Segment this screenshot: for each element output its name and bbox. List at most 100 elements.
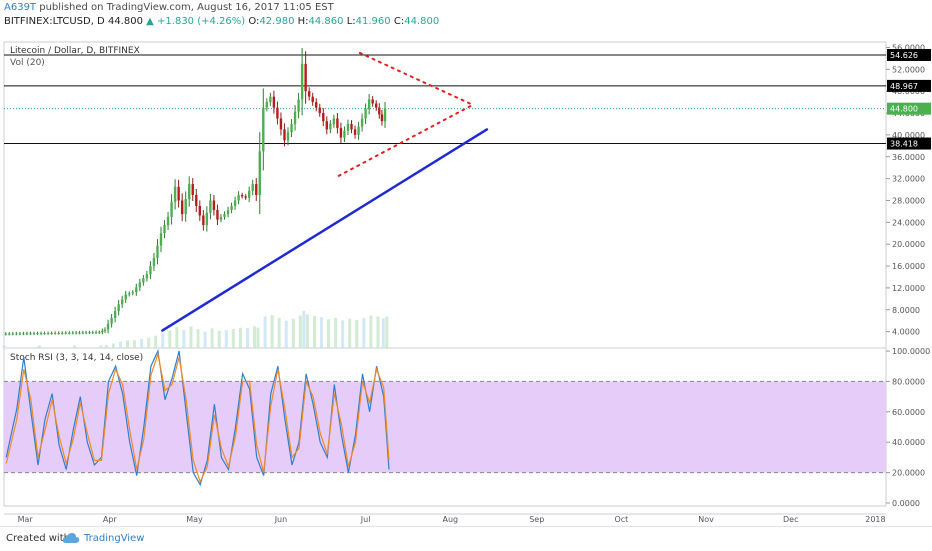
- stoch-d-line: [5, 351, 390, 484]
- volume-bar: [104, 344, 108, 348]
- candle-body: [293, 111, 297, 124]
- candle-body: [50, 333, 53, 335]
- candle-body: [290, 123, 293, 133]
- candle-body: [378, 107, 381, 115]
- volume-bar: [238, 327, 242, 348]
- x-tick-label: Jun: [274, 515, 288, 524]
- price-tick-label: 8.0000: [892, 306, 920, 315]
- candle-body: [346, 123, 350, 131]
- x-tick-label: Nov: [698, 515, 714, 524]
- x-tick-label: Dec: [783, 515, 798, 524]
- candle-body: [283, 129, 286, 141]
- chart-canvas[interactable]: 4.0000 8.0000 12.0000 16.0000 20.0000 24.0000…: [0, 36, 932, 526]
- stoch-tick-label: 100.0000: [892, 347, 930, 356]
- created-with-text: Created with: [6, 533, 70, 544]
- level-label-box: [887, 137, 931, 150]
- volume-bar: [381, 318, 385, 348]
- level-label-box: [887, 79, 931, 92]
- candle-body: [315, 102, 318, 108]
- price-tick-label: 12.0000: [892, 284, 925, 293]
- candle-body: [94, 332, 98, 334]
- candle-body: [110, 317, 113, 324]
- candle-body: [103, 329, 107, 331]
- volume-bar: [111, 343, 115, 348]
- candle-body: [357, 126, 360, 135]
- stoch-tick-label: 60.0000: [892, 408, 925, 417]
- tradingview-brand[interactable]: TradingView: [84, 533, 145, 544]
- candle-body: [380, 114, 384, 122]
- volume-bar: [147, 337, 151, 348]
- price-tick-label: 36.0000: [892, 153, 925, 162]
- candle-body: [180, 200, 184, 215]
- publish-info: A639T published on TradingView.com, Augu…: [4, 2, 334, 13]
- volume-bar: [355, 320, 359, 348]
- volume-bar: [161, 332, 165, 348]
- candle-body: [198, 205, 202, 216]
- price-pane-title: Litecoin / Dollar, D, BITFINEX: [10, 46, 140, 56]
- quote-line: BITFINEX:LTCUSD, D 44.800 ▲ +1.830 (+4.2…: [4, 16, 439, 27]
- candle-body: [91, 332, 94, 334]
- candle-body: [276, 107, 279, 119]
- candle-body: [43, 333, 46, 335]
- stoch-tick-label: 40.0000: [892, 438, 925, 447]
- x-tick-label: Apr: [103, 515, 118, 524]
- candle-body: [318, 107, 321, 114]
- candle-body: [117, 304, 120, 312]
- volume-bar: [291, 318, 295, 348]
- candle-body: [149, 266, 152, 275]
- tradingview-cloud-icon: [62, 533, 80, 543]
- price-tick-label: 24.0000: [892, 218, 925, 227]
- volume-bar: [270, 315, 274, 348]
- x-tick-label: Mar: [18, 515, 34, 524]
- candle-body: [170, 201, 173, 217]
- candle-body: [57, 332, 60, 334]
- candle-body: [71, 332, 74, 334]
- candle-body: [360, 118, 364, 127]
- volume-bar: [175, 326, 179, 348]
- high-value: 44.860: [308, 16, 344, 27]
- candle-body: [101, 330, 104, 333]
- volume-bar: [312, 315, 316, 348]
- candle-body: [120, 299, 124, 305]
- candle-body: [255, 184, 258, 195]
- volume-bar: [302, 310, 306, 348]
- candle-body: [230, 205, 233, 211]
- candle-body: [81, 332, 85, 334]
- stoch-tick-label: 20.0000: [892, 469, 925, 478]
- volume-bar: [182, 330, 186, 348]
- author-link[interactable]: A639T: [4, 2, 37, 13]
- candle-body: [8, 333, 11, 335]
- candle-body: [304, 63, 307, 92]
- candle-body: [188, 184, 191, 200]
- stoch-pane-title: Stoch RSI (3, 3, 14, 14, close): [10, 353, 143, 363]
- x-tick-label: Oct: [614, 515, 628, 524]
- candle-body: [205, 212, 209, 226]
- volume-indicator-label: Vol (20): [10, 58, 45, 68]
- candle-body: [209, 200, 212, 213]
- candle-body: [240, 195, 244, 197]
- close-label: C:: [393, 16, 405, 27]
- price-tick-label: 32.0000: [892, 175, 925, 184]
- candle-body: [350, 123, 353, 130]
- candle-body: [53, 332, 57, 334]
- volume-bar: [277, 317, 281, 348]
- change-value: +1.830 (+4.26%): [157, 16, 246, 27]
- volume-bar: [252, 326, 256, 348]
- volume-bar: [341, 320, 345, 348]
- open-value: 42.980: [259, 16, 295, 27]
- candle-body: [325, 121, 329, 130]
- volume-bar: [154, 335, 158, 348]
- stoch-band: [4, 381, 886, 473]
- candle-body: [106, 323, 110, 330]
- candle-body: [332, 118, 336, 124]
- candle-body: [32, 333, 36, 335]
- volume-bar: [385, 316, 389, 348]
- change-arrow: ▲: [146, 16, 154, 27]
- candle-body: [336, 118, 339, 129]
- candle-body: [269, 96, 272, 103]
- candle-body: [145, 274, 149, 279]
- price-tick-label: 28.0000: [892, 196, 925, 205]
- chart-header: A639T published on TradingView.com, Augu…: [0, 0, 932, 36]
- volume-bar: [210, 328, 214, 348]
- support-trendline: [161, 128, 489, 332]
